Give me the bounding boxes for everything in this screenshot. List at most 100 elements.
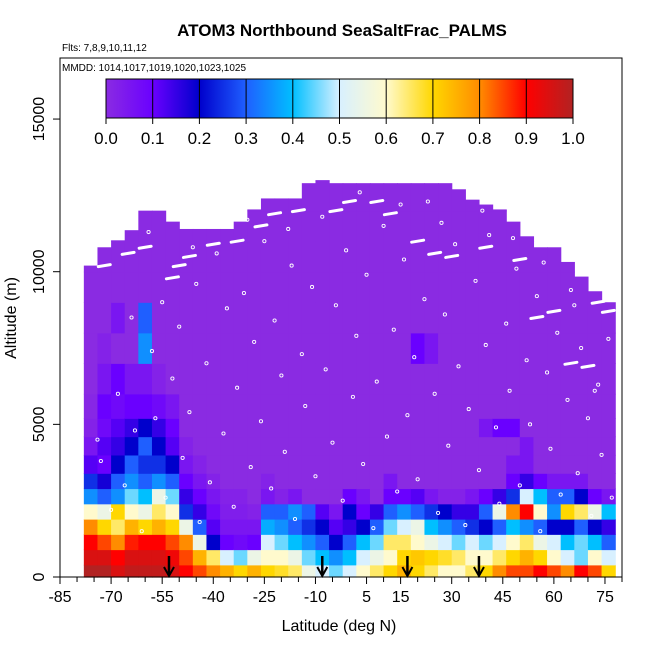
heatmap-cell [506,363,521,395]
heatmap-cell [369,488,385,505]
scatter-point [487,233,492,238]
heatmap-cell [151,393,167,419]
heatmap-cell [438,436,453,456]
heatmap-cell [111,549,126,566]
heatmap-cell [138,271,153,303]
heatmap-cell [492,271,507,303]
heatmap-cell [124,363,139,395]
heatmap-cell [438,271,453,303]
scatter-point [476,468,481,473]
heatmap-cell [560,534,575,551]
heatmap-cell [274,503,289,520]
heatmap-cell [601,549,616,566]
heatmap-cell [410,241,426,273]
heatmap-cell [288,302,303,334]
heatmap-cell [451,332,466,364]
colorbar-tick-label: 0.4 [281,129,305,148]
heatmap-cell [397,436,412,456]
heatmap-cell [260,549,276,566]
heatmap-cell [233,393,248,419]
heatmap-cell [329,241,344,273]
heatmap-cell [587,454,603,474]
heatmap-cell [274,488,289,505]
flight-track-segment [512,256,528,262]
heatmap-cell [97,518,112,535]
heatmap-cell [465,564,480,578]
heatmap-cell [369,183,385,212]
heatmap-cell [356,210,371,242]
heatmap-cell [397,454,412,474]
heatmap-cell [220,393,235,419]
heatmap-cell [574,549,589,566]
scatter-point [221,431,226,436]
heatmap-cell [465,363,480,395]
heatmap-cell [83,488,99,505]
heatmap-cell [369,363,385,395]
heatmap-cell [151,332,167,364]
heatmap-cell [247,363,262,395]
heatmap-cell [329,473,344,490]
flight-track-segment [444,253,460,259]
heatmap-cell [288,473,303,490]
scatter-point [180,455,185,460]
heatmap-cell [329,549,344,566]
heatmap-cell [288,271,303,303]
scatter-point [599,452,604,457]
scatter-point [395,489,400,494]
heatmap-cell [383,436,398,456]
scatter-point [286,226,291,232]
heatmap-cell [383,241,398,273]
heatmap-cell [465,534,480,551]
heatmap-cell [206,393,221,419]
scatter-point [436,510,441,515]
heatmap-cell [301,241,317,273]
heatmap-cell [151,271,167,303]
heatmap-cell [369,332,385,364]
scatter-point [122,483,127,488]
heatmap-cell [179,228,194,242]
heatmap-cell [315,271,330,303]
heatmap-cell [206,271,221,303]
heatmap-cell [369,564,385,578]
heatmap-cell [83,265,99,273]
heatmap-cell [274,564,289,578]
heatmap-cell [301,518,317,535]
colorbar-tick-label: 0.3 [234,129,258,148]
heatmap-cell [124,518,139,535]
flight-track-segment [253,223,269,229]
heatmap-cell [111,488,126,505]
heatmap-cell [315,241,330,273]
heatmap-cell [587,291,603,303]
heatmap-cell [274,473,289,490]
heatmap-cell [574,276,589,303]
heatmap-cell [478,302,494,334]
heatmap-cell [192,488,208,505]
heatmap-cell [560,518,575,535]
heatmap-cell [124,549,139,566]
heatmap-cell [383,488,398,505]
heatmap-cell [206,454,221,474]
scatter-point [194,281,199,286]
scatter-point [439,220,444,225]
scatter-point [231,504,236,509]
heatmap-cell [547,534,562,551]
heatmap-cell [397,332,412,364]
scatter-point [299,352,304,357]
heatmap-cell [165,534,180,551]
heatmap-cell [179,418,194,438]
heatmap-cell [560,454,575,474]
heatmap-cell [369,454,385,474]
y-tick-label: 15000 [31,97,48,142]
heatmap-cell [519,534,535,551]
scatter-point [401,257,407,262]
heatmap-cell [547,418,562,438]
heatmap-cell [151,454,167,474]
scatter-point [146,229,151,235]
heatmap-cell [274,363,289,395]
heatmap-cell [192,473,208,490]
scatter-point [292,516,298,522]
heatmap-cell [111,271,126,303]
heatmap-cell [560,436,575,456]
x-tick-label: 75 [596,589,614,606]
